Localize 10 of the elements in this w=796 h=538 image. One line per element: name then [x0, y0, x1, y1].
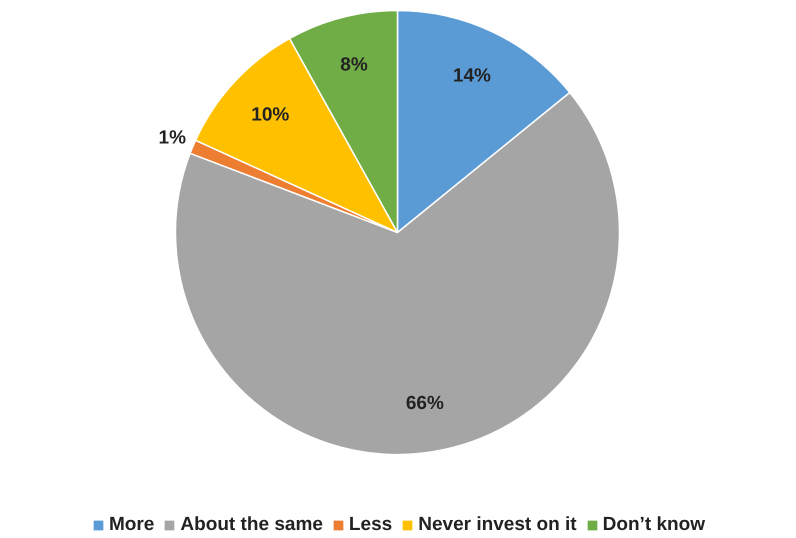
data-label: 1%	[158, 128, 186, 149]
legend-label: About the same	[180, 514, 323, 536]
legend-label: Less	[348, 514, 392, 536]
legend-label: More	[108, 514, 154, 536]
data-label: 8%	[340, 54, 368, 76]
data-label: 10%	[251, 104, 290, 126]
legend-label: Don’t know	[602, 514, 706, 536]
legend-label: Never invest on it	[418, 514, 577, 536]
data-label: 66%	[406, 392, 444, 414]
data-label: 14%	[452, 66, 492, 87]
